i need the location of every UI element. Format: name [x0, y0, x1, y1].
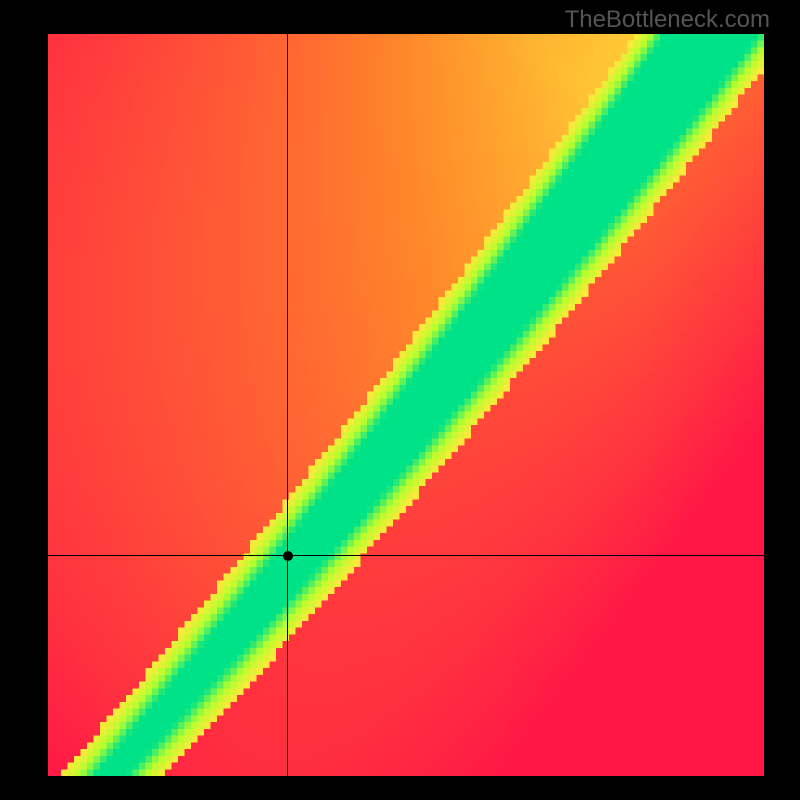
- crosshair-marker: [283, 551, 293, 561]
- bottleneck-heatmap: [48, 34, 764, 776]
- crosshair-horizontal: [48, 555, 764, 556]
- crosshair-vertical: [287, 34, 288, 776]
- chart-container: TheBottleneck.com: [0, 0, 800, 800]
- watermark-text: TheBottleneck.com: [565, 6, 770, 34]
